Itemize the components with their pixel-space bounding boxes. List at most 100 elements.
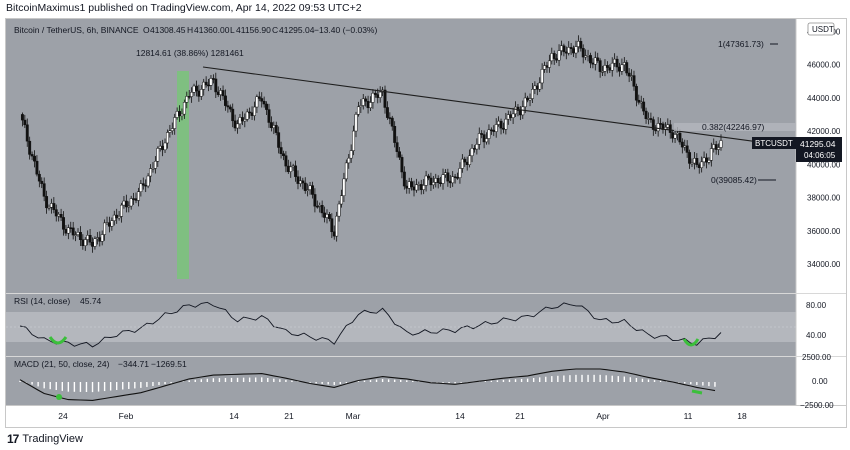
candle-body — [262, 100, 266, 105]
candle-body — [127, 205, 131, 208]
candle-body — [398, 151, 401, 158]
candle-body — [668, 124, 672, 133]
candle-body — [373, 92, 377, 95]
candle-body — [64, 229, 68, 234]
candle-body — [211, 78, 215, 80]
candle-body — [642, 101, 646, 112]
candle-body — [352, 130, 356, 151]
candle-body — [567, 47, 571, 54]
candle-body — [605, 65, 609, 68]
candle-body — [632, 75, 636, 87]
price-badge — [796, 137, 842, 162]
candle-body — [325, 214, 329, 218]
candle-body — [141, 183, 145, 186]
fib-1-label: 1(47361.73) — [718, 39, 764, 49]
candle-body — [603, 65, 607, 72]
ohlc-low-label: L — [230, 25, 235, 35]
candle-body — [531, 89, 534, 99]
candle-body — [550, 53, 554, 62]
candle-body — [463, 158, 467, 163]
candle-body — [630, 75, 634, 77]
candle-body — [54, 209, 58, 217]
candle-body — [598, 60, 602, 72]
candle-body — [581, 48, 585, 58]
price-tick-label: 46000.00 — [807, 61, 841, 70]
currency-badge[interactable] — [807, 22, 835, 36]
candle-body — [460, 158, 464, 169]
time-tick-label: 14 — [229, 411, 239, 421]
candle-body — [78, 232, 82, 240]
footer: 17 TradingView — [7, 432, 83, 446]
time-axis[interactable]: 24 Feb 14 21 Mar 14 21 Apr 11 18 — [58, 411, 747, 421]
time-tick-label: 21 — [515, 411, 525, 421]
candle-body — [219, 90, 223, 95]
time-tick-label: 21 — [284, 411, 294, 421]
candle-body — [238, 117, 242, 125]
candle-body — [88, 235, 92, 243]
candle-body — [199, 89, 203, 97]
candle-body — [364, 98, 368, 102]
candle-body — [707, 160, 711, 163]
candle-body — [195, 85, 198, 92]
candle-body — [59, 214, 63, 218]
candle-body — [37, 173, 41, 182]
candle-body — [572, 48, 575, 54]
candle-body — [95, 237, 99, 240]
chart-svg[interactable]: Bitcoin / TetherUS, 6h, BINANCE O 41308.… — [6, 19, 846, 427]
candle-body — [274, 125, 278, 133]
candle-body — [173, 117, 177, 129]
rsi-oversold-marker-2 — [682, 338, 700, 347]
rsi-line — [19, 301, 722, 348]
candle-body — [190, 92, 194, 97]
candle-body — [327, 214, 331, 219]
candle-body — [30, 154, 34, 157]
publish-header: BitcoinMaximus1 published on TradingView… — [6, 2, 362, 14]
candle-body — [385, 107, 389, 118]
candle-body — [168, 130, 172, 133]
candle-body — [347, 157, 351, 164]
candle-body — [306, 189, 310, 191]
candle-body — [330, 218, 334, 233]
rsi-oversold-marker-1 — [48, 336, 68, 345]
macd-tick-0: 0.00 — [812, 377, 828, 386]
candle-body — [112, 214, 116, 221]
candle-body — [610, 62, 614, 71]
candle-body — [192, 85, 196, 93]
candle-body — [436, 178, 440, 183]
candle-body — [250, 112, 254, 116]
candle-body — [311, 185, 314, 195]
candle-body — [714, 144, 718, 150]
candle-body — [151, 168, 155, 170]
candle-body — [158, 145, 162, 149]
ticker-badge — [752, 137, 796, 149]
candle-body — [540, 69, 544, 84]
candle-body — [269, 122, 273, 129]
candle-body — [472, 148, 476, 150]
candle-body — [257, 96, 261, 99]
candle-body — [62, 217, 65, 230]
price-panel-bg[interactable] — [6, 19, 796, 293]
candle-body — [45, 196, 49, 209]
candle-body — [163, 142, 167, 151]
candle-body — [105, 222, 109, 224]
time-tick-label: 24 — [58, 411, 68, 421]
candle-body — [57, 214, 61, 217]
candle-body — [596, 57, 600, 61]
candle-body — [615, 58, 619, 68]
candle-body — [361, 98, 365, 106]
candle-body — [579, 41, 583, 49]
candle-body — [443, 172, 447, 175]
candle-body — [429, 177, 433, 186]
price-tick-label: 42000.00 — [807, 127, 841, 136]
price-axis[interactable] — [796, 19, 846, 405]
candle-body — [204, 81, 208, 86]
candle-body — [233, 120, 237, 129]
candle-body — [569, 47, 573, 49]
candle-body — [42, 183, 46, 197]
candle-body — [289, 166, 293, 172]
candle-body — [149, 168, 152, 177]
chart-frame[interactable]: Bitcoin / TetherUS, 6h, BINANCE O 41308.… — [5, 18, 847, 428]
candle-body — [528, 98, 532, 101]
candle-body — [209, 78, 213, 86]
candle-body — [207, 84, 210, 87]
